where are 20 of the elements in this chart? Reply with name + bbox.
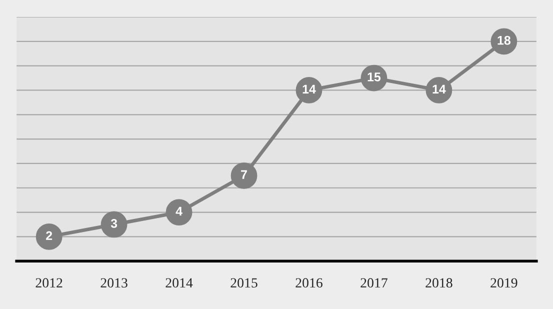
data-label: 14 <box>432 84 446 94</box>
data-label: 2 <box>46 231 52 240</box>
data-label: 18 <box>498 36 510 45</box>
data-label: 15 <box>368 72 381 82</box>
point <box>100 211 128 238</box>
x-tick-label: 2018 <box>426 278 452 288</box>
x-tick-label: 2016 <box>296 278 322 288</box>
x-tick-label: 2013 <box>100 278 128 288</box>
x-tick-label: 2014 <box>166 278 193 288</box>
x-tick-label: 2019 <box>490 278 518 288</box>
data-label: 3 <box>110 218 118 228</box>
x-tick-label: 2017 <box>360 278 388 288</box>
point <box>230 162 258 189</box>
data-label: 4 <box>176 206 182 216</box>
data-label: 7 <box>241 170 247 179</box>
x-tick-label: 2015 <box>230 278 258 288</box>
data-label: 14 <box>302 84 316 94</box>
point <box>36 224 62 250</box>
x-tick-label: 2012 <box>36 278 62 288</box>
point <box>166 199 192 226</box>
